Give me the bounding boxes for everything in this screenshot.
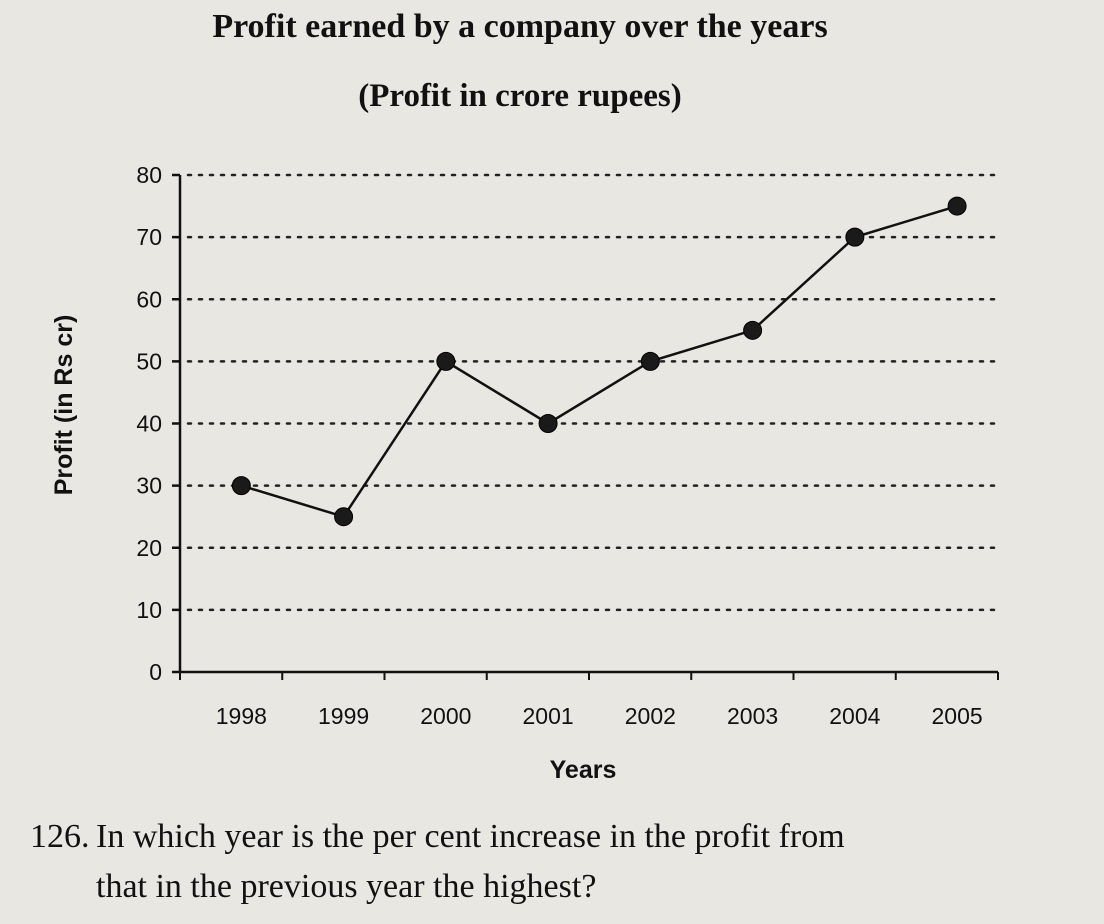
- question-number: 126.: [30, 818, 90, 855]
- y-tick-label-20: 20: [136, 535, 162, 561]
- y-tick-label-40: 40: [136, 411, 162, 437]
- data-point-2003: [743, 320, 763, 340]
- y-tick-label-30: 30: [136, 473, 162, 499]
- question-line-1: 126. In which year is the per cent increa…: [30, 812, 1090, 862]
- data-point-2002: [640, 351, 660, 371]
- data-point-1999: [334, 507, 354, 527]
- series-line-0: [240, 204, 958, 519]
- y-tick-label-50: 50: [136, 348, 162, 374]
- data-point-2004: [845, 227, 865, 247]
- x-tick-label-2002: 2002: [625, 703, 676, 729]
- data-point-2001: [538, 414, 558, 433]
- data-point-2000: [436, 351, 456, 371]
- y-tick-label-60: 60: [136, 286, 162, 312]
- axes: [172, 173, 999, 680]
- question-line-2: that in the previous year the highest?: [96, 868, 597, 905]
- question-text-1: In which year is the per cent increase i…: [96, 818, 845, 855]
- y-tick-label-0: 0: [149, 659, 162, 685]
- chart-subtitle: (Profit in crore rupees): [358, 78, 682, 114]
- x-tick-label-1998: 1998: [216, 703, 267, 729]
- question-block: 126. In which year is the per cent increa…: [30, 812, 1090, 912]
- tick-labels: 0 10 20 30 40 50 60 70 80 1998 1999 2000 2001 2002 200…: [136, 162, 982, 729]
- data-series: [231, 196, 967, 527]
- x-tick-label-1999: 1999: [318, 703, 369, 729]
- data-point-1998: [231, 476, 251, 496]
- line-chart: 0 10 20 30 40 50 60 70 80 1998 1999 2000 2001 2002 200…: [50, 162, 1000, 784]
- x-tick-label-2003: 2003: [727, 703, 778, 729]
- chart-title: Profit earned by a company over the year…: [212, 8, 828, 45]
- x-axis-title: Years: [550, 756, 617, 784]
- y-axis-title: Profit (in Rs cr): [50, 315, 78, 496]
- y-tick-label-70: 70: [136, 224, 162, 250]
- x-tick-label-2004: 2004: [829, 703, 880, 729]
- data-point-2005: [947, 196, 967, 216]
- x-tick-label-2005: 2005: [932, 703, 983, 729]
- x-tick-label-2000: 2000: [420, 703, 471, 729]
- gridlines: [186, 173, 1000, 612]
- x-tick-label-2001: 2001: [523, 703, 574, 729]
- y-tick-label-10: 10: [136, 597, 162, 623]
- y-tick-label-80: 80: [136, 162, 162, 188]
